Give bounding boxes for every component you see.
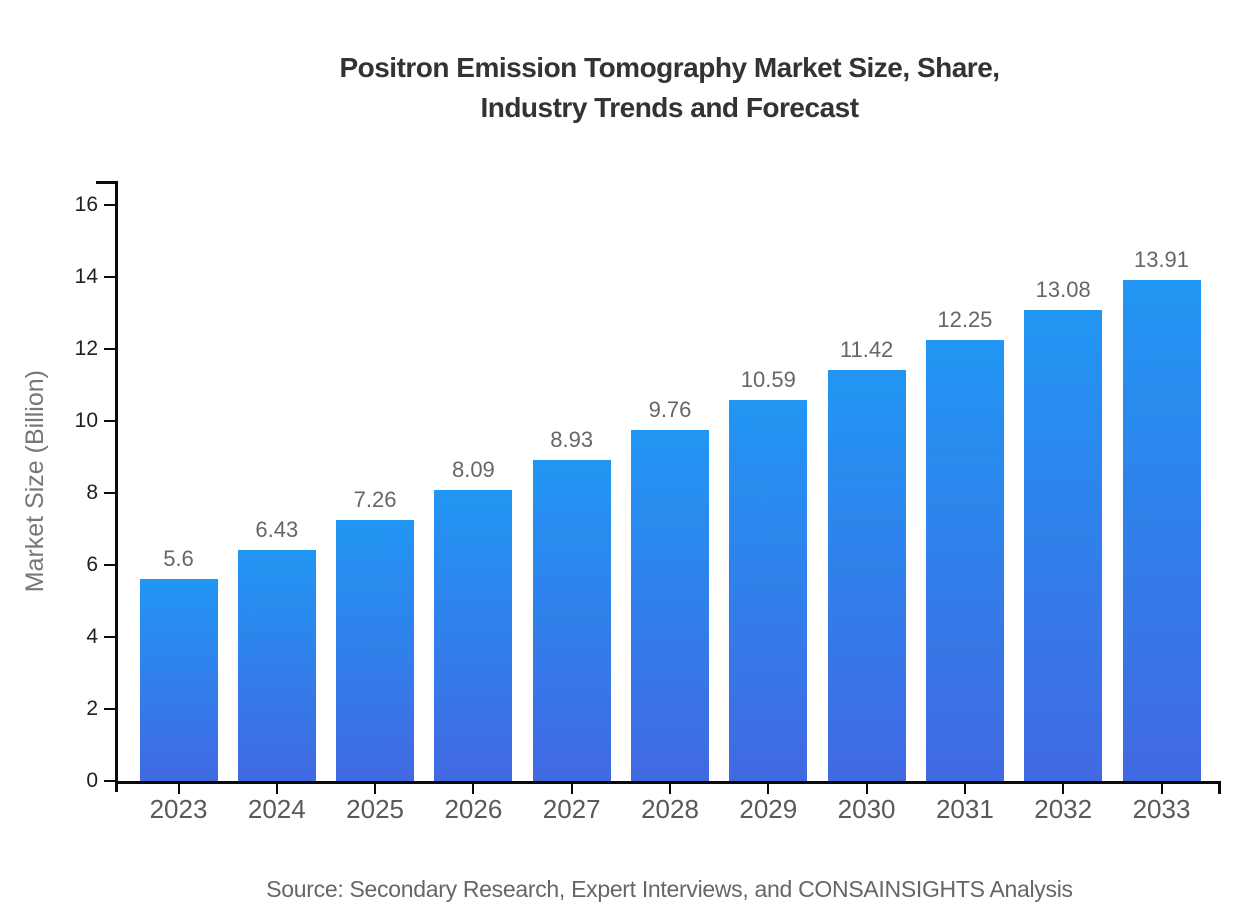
x-axis-line — [115, 781, 1221, 784]
x-tick-mark — [1160, 781, 1163, 794]
y-axis-title: Market Size (Billion) — [14, 182, 56, 781]
x-tick-label-2032: 2032 — [1034, 794, 1093, 824]
y-axis-line — [115, 181, 118, 792]
x-tick-mark — [570, 781, 573, 794]
y-tick-mark — [104, 492, 115, 494]
bar-value-label-2029: 10.59 — [740, 366, 796, 392]
y-tick-label: 2 — [86, 697, 98, 720]
x-tick-mark — [374, 781, 377, 794]
y-tick-mark — [104, 636, 115, 638]
bar-value-label-2023: 5.6 — [163, 546, 194, 572]
y-tick-mark — [104, 348, 115, 350]
x-tick-mark — [177, 781, 180, 794]
bar-value-label-2032: 13.08 — [1035, 277, 1091, 303]
x-tick-label-2025: 2025 — [346, 794, 405, 824]
bar-value-label-2030: 11.42 — [839, 336, 894, 362]
bar-2032 — [1024, 310, 1103, 781]
bar-2030 — [827, 369, 906, 781]
y-tick-label: 14 — [74, 265, 98, 288]
x-tick-mark — [472, 781, 475, 794]
x-tick-mark — [1062, 781, 1065, 794]
y-tick-mark — [104, 204, 115, 206]
x-tick-label-2028: 2028 — [641, 794, 699, 824]
x-tick-label-2031: 2031 — [935, 794, 994, 824]
x-tick-mark — [669, 781, 671, 794]
y-tick-label: 12 — [74, 337, 98, 360]
bar-value-label-2031: 12.25 — [937, 307, 993, 332]
y-tick-label: 8 — [86, 481, 98, 504]
bar-2027 — [532, 459, 611, 781]
bar-2025 — [336, 519, 415, 781]
x-tick-label-2029: 2029 — [739, 794, 798, 824]
bar-2023 — [139, 579, 218, 781]
bar-2029 — [729, 399, 808, 781]
bar-value-label-2028: 9.76 — [648, 396, 692, 422]
chart-title-line-1: Positron Emission Tomography Market Size… — [339, 52, 1000, 83]
y-tick-label: 0 — [86, 769, 98, 792]
bar-value-label-2027: 8.93 — [550, 426, 594, 452]
chart-title: Positron Emission Tomography Market Size… — [118, 48, 1221, 128]
x-tick-mark — [865, 781, 868, 794]
x-axis-end-cap — [1218, 781, 1221, 794]
plot-area: 0 2 4 6 8 10 12 14 16 5.6 2023 6.43 2024 7.26 2025 8.09… — [75, 181, 1221, 824]
bar-value-label-2033: 13.91 — [1133, 247, 1190, 273]
y-tick-label: 16 — [74, 193, 98, 216]
y-tick-mark — [104, 564, 115, 566]
bar-value-label-2026: 8.09 — [451, 456, 495, 482]
y-tick-mark — [104, 276, 115, 278]
bar-2026 — [434, 489, 513, 781]
bar-2033 — [1122, 280, 1201, 781]
x-tick-label-2033: 2033 — [1132, 794, 1191, 824]
x-tick-mark — [275, 781, 278, 794]
x-tick-mark — [767, 781, 770, 794]
bar-2031 — [925, 340, 1004, 781]
bar-value-label-2025: 7.26 — [353, 486, 397, 512]
bar-value-label-2024: 6.43 — [255, 516, 299, 542]
x-tick-mark — [963, 781, 966, 794]
y-axis-title-text: Market Size (Billion) — [20, 370, 49, 593]
y-tick-mark — [104, 420, 115, 422]
x-tick-label-2024: 2024 — [247, 794, 306, 824]
x-tick-label-2030: 2030 — [837, 794, 896, 824]
y-tick-label: 6 — [86, 553, 98, 576]
x-tick-label-2027: 2027 — [542, 794, 601, 824]
bar-2024 — [237, 549, 316, 781]
bar-2028 — [631, 429, 709, 781]
x-tick-label-2023: 2023 — [149, 794, 208, 824]
y-tick-mark — [104, 780, 115, 782]
y-tick-label: 4 — [86, 625, 98, 648]
x-tick-label-2026: 2026 — [444, 794, 503, 824]
y-tick-label: 10 — [74, 409, 98, 432]
source-note: Source: Secondary Research, Expert Inter… — [266, 876, 1073, 902]
y-tick-mark — [104, 708, 115, 710]
chart-title-line-2: Industry Trends and Forecast — [480, 92, 859, 123]
y-axis-end-cap — [96, 181, 116, 184]
